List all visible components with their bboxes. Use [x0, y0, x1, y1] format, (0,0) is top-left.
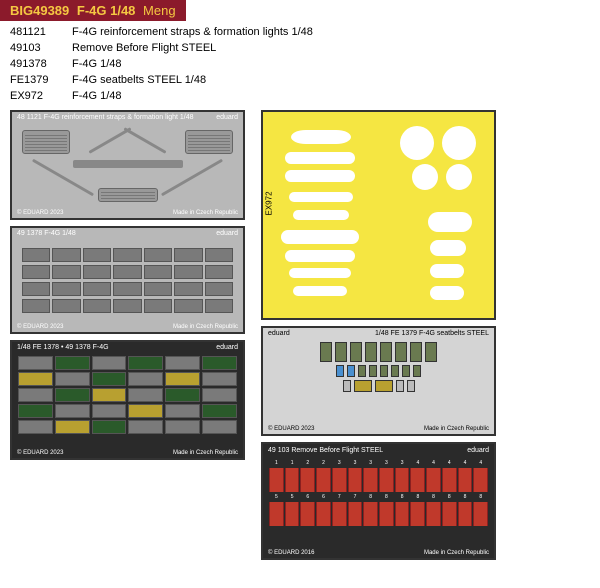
product-header: BIG49389 F-4G 1/48 Meng — [0, 0, 186, 21]
list-item: 491378F-4G 1/48 — [10, 56, 313, 72]
origin: Made in Czech Republic — [173, 324, 238, 330]
header-name: F-4G 1/48 — [77, 3, 136, 18]
brand-label: eduard — [216, 114, 238, 121]
brand-label: eduard — [216, 344, 238, 351]
list-item: EX972F-4G 1/48 — [10, 88, 313, 104]
copyright: © EDUARD 2016 — [268, 550, 314, 556]
origin: Made in Czech Republic — [173, 210, 238, 216]
copyright: © EDUARD 2023 — [17, 324, 63, 330]
panel-mask: EX972 — [261, 110, 496, 320]
rbf-tag-row — [269, 468, 488, 492]
panel-title: 48 1121 F-4G reinforcement straps & form… — [17, 114, 194, 121]
copyright: © EDUARD 2023 — [17, 450, 63, 456]
panel-detail-set: 49 1378 F-4G 1/48 eduard © EDUARD 2023 M… — [10, 226, 245, 334]
panel-grid: 48 1121 F-4G reinforcement straps & form… — [10, 110, 590, 578]
mask-label: EX972 — [265, 191, 274, 215]
panel-title: 1/48 FE 1378 • 49 1378 F-4G — [17, 344, 109, 351]
brand-label: eduard — [216, 230, 238, 237]
list-item: 481121F-4G reinforcement straps & format… — [10, 24, 313, 40]
origin: Made in Czech Republic — [173, 450, 238, 456]
panel-reinforcement: 48 1121 F-4G reinforcement straps & form… — [10, 110, 245, 220]
panel-title: 49 103 Remove Before Flight STEEL eduard — [268, 447, 489, 454]
panel-title: 49 1378 F-4G 1/48 — [17, 230, 76, 237]
rbf-numbers-bot: 55667788888888 — [269, 494, 488, 500]
panel-title: 1/48 FE 1379 F-4G seatbelts STEEL — [375, 330, 489, 337]
copyright: © EDUARD 2023 — [268, 426, 314, 432]
brand-label: eduard — [467, 447, 489, 454]
origin: Made in Czech Republic — [424, 550, 489, 556]
item-list: 481121F-4G reinforcement straps & format… — [10, 24, 313, 104]
rbf-numbers-top: 11223333344444 — [269, 460, 488, 466]
panel-seatbelts: 1/48 FE 1379 F-4G seatbelts STEEL eduard — [261, 326, 496, 436]
brand-label: eduard — [268, 330, 290, 337]
copyright: © EDUARD 2023 — [17, 210, 63, 216]
header-sku: BIG49389 — [10, 3, 69, 18]
panel-cockpit: 1/48 FE 1378 • 49 1378 F-4G eduard © EDU… — [10, 340, 245, 460]
list-item: FE1379F-4G seatbelts STEEL 1/48 — [10, 72, 313, 88]
panel-rbf: 49 103 Remove Before Flight STEEL eduard… — [261, 442, 496, 560]
origin: Made in Czech Republic — [424, 426, 489, 432]
list-item: 49103Remove Before Flight STEEL — [10, 40, 313, 56]
rbf-tag-row — [269, 502, 488, 526]
header-maker: Meng — [143, 3, 176, 18]
